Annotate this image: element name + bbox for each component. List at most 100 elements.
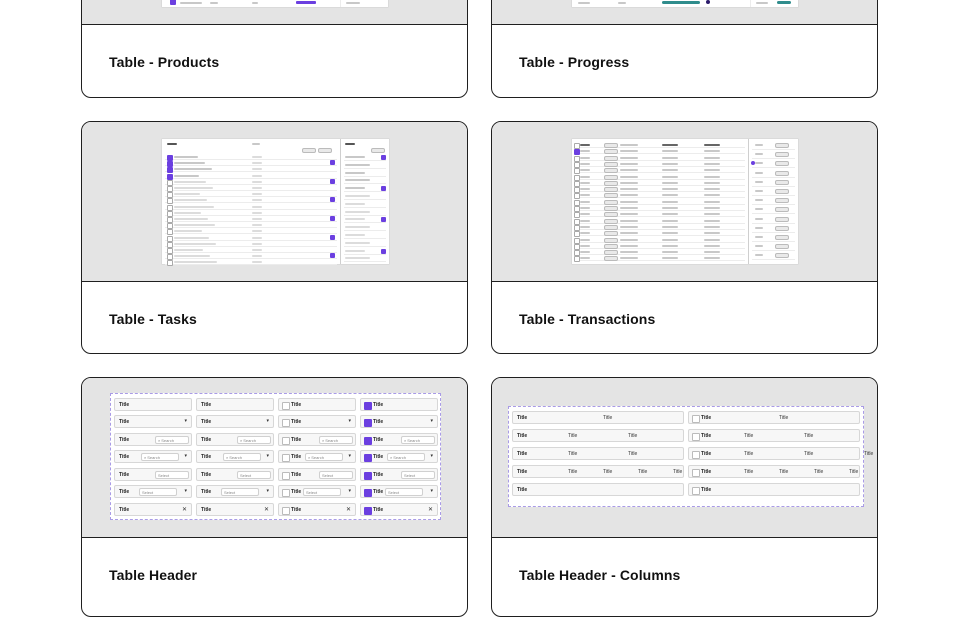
- checkbox[interactable]: [692, 433, 700, 441]
- chevron-down-icon[interactable]: ▾: [184, 453, 187, 459]
- chevron-down-icon[interactable]: ▾: [266, 453, 269, 459]
- close-icon[interactable]: ✕: [181, 507, 187, 513]
- card-table-progress[interactable]: Table - Progress: [491, 0, 878, 98]
- search-input[interactable]: ⌕Search: [387, 453, 425, 461]
- header-cell[interactable]: Title ⌕Search: [360, 433, 438, 446]
- header-cell[interactable]: Title Select: [278, 468, 356, 481]
- header-cell[interactable]: Title Select ▾: [360, 485, 438, 498]
- header-row[interactable]: Title Title Title Title Title: [688, 465, 860, 478]
- checkbox[interactable]: [364, 437, 372, 445]
- card-table-header[interactable]: Title Title Title Title Title ▾ Title ▾ Title ▾ Ti…: [81, 377, 468, 617]
- checkbox[interactable]: [282, 507, 290, 515]
- select-dropdown[interactable]: Select: [237, 471, 271, 479]
- search-input[interactable]: ⌕Search: [319, 436, 353, 444]
- close-icon[interactable]: ✕: [263, 507, 269, 513]
- header-cell[interactable]: Title ▾: [278, 415, 356, 428]
- header-cell[interactable]: Title ⌕Search ▾: [114, 450, 192, 463]
- header-cell[interactable]: Title Select: [114, 468, 192, 481]
- header-cell[interactable]: Title ⌕Search: [114, 433, 192, 446]
- header-row[interactable]: Title Title: [512, 411, 684, 424]
- card-table-transactions[interactable]: Table - Transactions: [491, 121, 878, 354]
- chevron-down-icon[interactable]: ▾: [348, 453, 351, 459]
- select-dropdown[interactable]: Select: [401, 471, 435, 479]
- chevron-down-icon[interactable]: ▾: [430, 418, 433, 424]
- search-input[interactable]: ⌕Search: [237, 436, 271, 444]
- header-cell[interactable]: Title ✕: [196, 503, 274, 516]
- checkbox[interactable]: [282, 402, 290, 410]
- header-cell[interactable]: Title ⌕Search ▾: [196, 450, 274, 463]
- column-title: Title: [603, 415, 613, 421]
- checkbox[interactable]: [282, 472, 290, 480]
- close-icon[interactable]: ✕: [345, 507, 351, 513]
- header-row[interactable]: Title Title Title: [688, 429, 860, 442]
- header-cell[interactable]: Title: [278, 398, 356, 411]
- checkbox[interactable]: [282, 454, 290, 462]
- header-cell[interactable]: Title ⌕Search ▾: [360, 450, 438, 463]
- header-cell[interactable]: Title Select: [196, 468, 274, 481]
- card-table-tasks[interactable]: Table - Tasks: [81, 121, 468, 354]
- chevron-down-icon[interactable]: ▾: [184, 418, 187, 424]
- select-dropdown[interactable]: Select: [221, 488, 259, 496]
- chevron-down-icon[interactable]: ▾: [430, 488, 433, 494]
- header-cell[interactable]: Title Select: [360, 468, 438, 481]
- checkbox[interactable]: [692, 487, 700, 495]
- header-cell[interactable]: Title Select ▾: [114, 485, 192, 498]
- checkbox[interactable]: [692, 451, 700, 459]
- header-cell[interactable]: Title ⌕Search ▾: [278, 450, 356, 463]
- header-title: Title: [701, 451, 712, 457]
- chevron-down-icon[interactable]: ▾: [430, 453, 433, 459]
- checkbox[interactable]: [282, 489, 290, 497]
- search-input[interactable]: ⌕Search: [401, 436, 435, 444]
- checkbox[interactable]: [364, 402, 372, 410]
- header-cell[interactable]: Title: [114, 398, 192, 411]
- checkbox[interactable]: [692, 469, 700, 477]
- chevron-down-icon[interactable]: ▾: [266, 488, 269, 494]
- header-row[interactable]: Title: [688, 483, 860, 496]
- header-title: Title: [701, 433, 712, 439]
- checkbox[interactable]: [282, 419, 290, 427]
- column-title: Title: [744, 469, 754, 475]
- search-placeholder: Search: [243, 438, 256, 443]
- close-icon[interactable]: ✕: [427, 507, 433, 513]
- select-dropdown[interactable]: Select: [319, 471, 353, 479]
- checkbox[interactable]: [364, 472, 372, 480]
- select-dropdown[interactable]: Select: [303, 488, 341, 496]
- checkbox[interactable]: [282, 437, 290, 445]
- header-row[interactable]: Title Title Title Title Title: [512, 465, 684, 478]
- search-input[interactable]: ⌕Search: [305, 453, 343, 461]
- header-cell[interactable]: Title ✕: [360, 503, 438, 516]
- chevron-down-icon[interactable]: ▾: [266, 418, 269, 424]
- checkbox[interactable]: [692, 415, 700, 423]
- chevron-down-icon[interactable]: ▾: [184, 488, 187, 494]
- header-cell[interactable]: Title ⌕Search: [278, 433, 356, 446]
- checkbox[interactable]: [364, 419, 372, 427]
- header-cell[interactable]: Title ✕: [278, 503, 356, 516]
- header-row[interactable]: Title Title: [688, 411, 860, 424]
- header-cell[interactable]: Title: [360, 398, 438, 411]
- header-cell[interactable]: Title ▾: [196, 415, 274, 428]
- header-cell[interactable]: Title Select ▾: [196, 485, 274, 498]
- chevron-down-icon[interactable]: ▾: [348, 418, 351, 424]
- checkbox[interactable]: [364, 489, 372, 497]
- card-table-products[interactable]: Table - Products: [81, 0, 468, 98]
- checkbox[interactable]: [364, 507, 372, 515]
- header-cell[interactable]: Title ▾: [360, 415, 438, 428]
- header-cell[interactable]: Title ✕: [114, 503, 192, 516]
- search-input[interactable]: ⌕Search: [155, 436, 189, 444]
- search-input[interactable]: ⌕Search: [141, 453, 179, 461]
- checkbox[interactable]: [364, 454, 372, 462]
- chevron-down-icon[interactable]: ▾: [348, 488, 351, 494]
- header-row[interactable]: Title: [512, 483, 684, 496]
- select-dropdown[interactable]: Select: [155, 471, 189, 479]
- select-dropdown[interactable]: Select: [139, 488, 177, 496]
- card-table-header-columns[interactable]: Title Title Title Title Title Title Title Title…: [491, 377, 878, 617]
- search-input[interactable]: ⌕Search: [223, 453, 261, 461]
- header-cell[interactable]: Title ⌕Search: [196, 433, 274, 446]
- select-dropdown[interactable]: Select: [385, 488, 423, 496]
- header-cell[interactable]: Title ▾: [114, 415, 192, 428]
- header-row[interactable]: Title Title Title: [512, 429, 684, 442]
- header-cell[interactable]: Title Select ▾: [278, 485, 356, 498]
- header-cell[interactable]: Title: [196, 398, 274, 411]
